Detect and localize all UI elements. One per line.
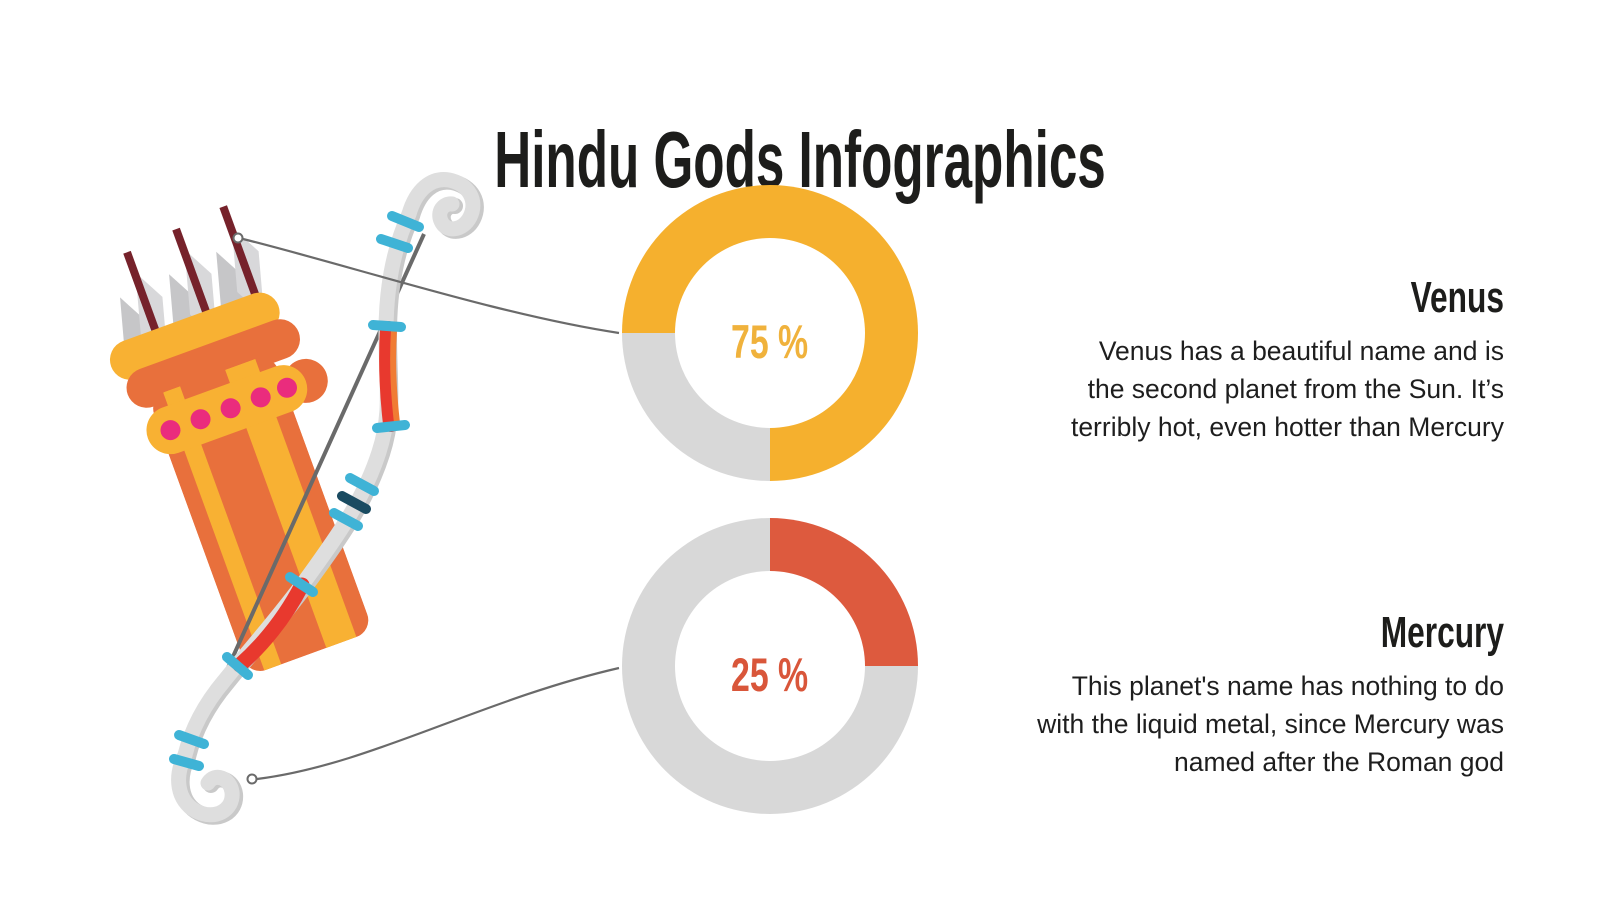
- connector-line-mercury: [256, 666, 620, 781]
- connector-lines: [242, 237, 620, 781]
- connector-endpoint-venus: [232, 232, 244, 244]
- connector-line-venus: [242, 237, 620, 335]
- bow-navy-band: [337, 491, 371, 514]
- mercury-heading: Mercury: [1380, 608, 1504, 657]
- venus-description: Venus has a beautiful name and is the se…: [1070, 336, 1504, 442]
- quiver-collar-yellow: [109, 292, 280, 380]
- venus-heading: Venus: [1410, 273, 1504, 322]
- section-mercury: Mercury This planet's name has nothing t…: [864, 611, 1504, 781]
- bow-red-segment-lower: [232, 577, 310, 673]
- bow-blue-bands: [169, 211, 424, 771]
- mercury-description: This planet's name has nothing to do wit…: [1037, 671, 1504, 777]
- bow-orange-stripe-upper: [390, 327, 400, 426]
- quiver-pink-dots: [160, 377, 297, 441]
- mercury-donut-hole: 25 %: [675, 571, 865, 761]
- quiver-collar-orange: [126, 319, 300, 408]
- bow-red-segment-upper: [379, 321, 399, 432]
- mercury-percent-label: 25 %: [731, 647, 809, 701]
- venus-donut-hole: 75 %: [675, 238, 865, 428]
- quiver-group: [109, 205, 374, 677]
- connector-endpoint-mercury: [246, 773, 258, 785]
- venus-percent-label: 75 %: [731, 314, 809, 368]
- venus-donut-chart: 75 %: [622, 185, 918, 481]
- mercury-donut-chart: 25 %: [622, 518, 918, 814]
- section-venus: Venus Venus has a beautiful name and is …: [864, 276, 1504, 446]
